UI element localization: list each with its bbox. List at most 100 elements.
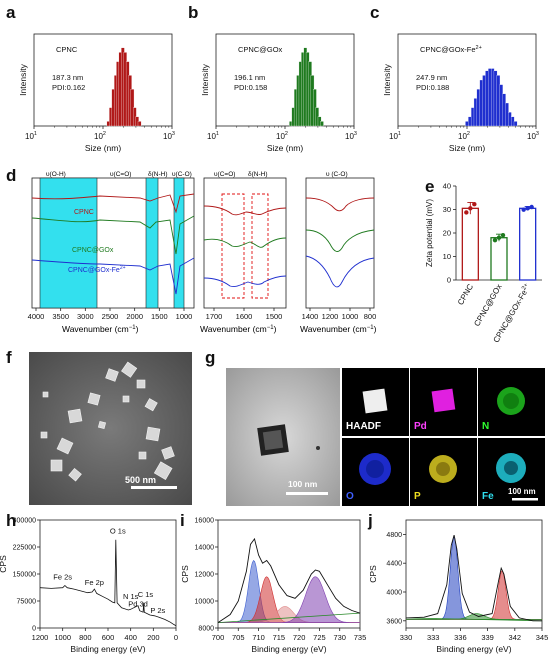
dls-c-xtick-label: 102 (458, 131, 470, 141)
zeta-point (521, 207, 526, 212)
dls-a-xtick-label: 101 (25, 131, 37, 141)
dls-c-annot-size: 247.9 nm (416, 73, 447, 82)
ftir-mid-gox (203, 237, 287, 248)
dls-c-ylabel: Intensity (382, 63, 392, 95)
dls-b-xtick-exp: 3 (354, 131, 357, 137)
xps-j-baseline (405, 617, 543, 622)
ftir-curve-cpnc-gox-fe (31, 257, 195, 295)
zeta-point (464, 210, 469, 215)
zeta-bar (461, 207, 479, 281)
panel-letter-g: g (205, 348, 216, 367)
ftir-right-gox (305, 229, 375, 252)
xps-h-xtick-label: 1000 (54, 633, 71, 642)
series-label-cpnc-gox-fe: CPNC@GOx-Fe2+ (68, 265, 126, 274)
series-label-cpnc-gox: CPNC@GOx (72, 247, 114, 254)
xps-h-peak-fe2p: Fe 2p (85, 578, 104, 587)
zeta-ytick-label: 20 (443, 229, 451, 238)
annot-mid-co: υ(C=O) (214, 171, 235, 178)
dls-b-ylabel: Intensity (200, 63, 210, 95)
xps-h-curve (39, 539, 177, 627)
xps-i-ytick-label: 16000 (195, 518, 215, 525)
ftir-left-frame (31, 177, 195, 309)
ftir-spectra: CPNC CPNC@GOx CPNC@GOx-Fe2+ υ(O-H) υ(C=O… (28, 171, 377, 334)
xps-h-ytick-label: 150000 (13, 572, 36, 579)
xps-i-xlabel: Binding energy (eV) (251, 644, 326, 654)
dls-b-annot-pdi: PDI:0.158 (234, 83, 267, 92)
xps-j-xtick-label: 336 (454, 633, 467, 642)
tem-image: 100 nm (226, 368, 340, 506)
dls-b-xtick-label: 103 (345, 131, 357, 141)
xps-i-xtick-label: 730 (333, 633, 346, 642)
ftir-right-tick-label: 1400 (302, 312, 319, 321)
xps-j-ytick-label: 4400 (386, 561, 402, 568)
dls-a-xtick-exp: 3 (172, 131, 175, 137)
xps-h-xlabel: Binding energy (eV) (70, 644, 145, 654)
xps-h-xtick-label: 400 (124, 633, 137, 642)
dls-b-xtick-exp: 2 (285, 131, 288, 137)
xps-h-peak-fe2s: Fe 2s (53, 572, 72, 581)
sem-particles (29, 352, 192, 505)
dls-c-bar (513, 121, 518, 127)
xps-j-frame (405, 519, 543, 629)
xps-i-xtick-label: 705 (232, 633, 245, 642)
ftir-curve-cpnc (31, 193, 195, 214)
xps-i-xtick-label: 715 (273, 633, 286, 642)
panel-letter-e: e (425, 177, 435, 196)
ftir-mid-tick-label: 1500 (266, 312, 283, 321)
ftir-right-fe (305, 255, 375, 288)
dls-a-xlabel: Size (nm) (85, 143, 122, 153)
xps-i-baseline (217, 612, 361, 623)
xps-j-ylabel: CPS (368, 565, 378, 583)
dls-a-xtick-exp: 1 (34, 131, 37, 137)
zeta-ytick-label: 30 (443, 205, 451, 214)
map-pd: Pd (410, 368, 477, 436)
panel-letter-d: d (6, 166, 17, 185)
xps-i-xtick-label: 700 (212, 633, 225, 642)
map-haadf: HAADF (342, 368, 409, 436)
xps-i-xtick-label: 710 (252, 633, 265, 642)
xps-j-xtick-label: 330 (400, 633, 413, 642)
series-label-cpnc: CPNC (74, 209, 94, 216)
map-p: P (410, 438, 477, 506)
map-scale-label: 100 nm (508, 487, 536, 496)
dls-c-xlabel: Size (nm) (449, 143, 486, 153)
map-scale-bar (512, 498, 538, 501)
xps-h-peak-o1s: O 1s (110, 527, 126, 536)
ftir-left-tick-label: 2000 (126, 312, 143, 321)
xps-h-ytick-label: 300000 (13, 518, 36, 525)
xps-h-xtick-label: 800 (79, 633, 92, 642)
zeta-category-label: CPNC@GOx (472, 283, 503, 328)
xps-survey-chart: 0 75000 150000 225000 300000 1200 1000 800 600 40… (0, 518, 178, 655)
xps-i-xtick-label: 725 (313, 633, 326, 642)
xps-j-xlabel: Binding energy (eV) (436, 644, 511, 654)
dls-c-bar (502, 93, 506, 127)
ftir-curve-cpnc-gox (31, 215, 195, 255)
dls-c-xtick-exp: 3 (536, 131, 539, 137)
zeta-point (472, 202, 477, 207)
xps-j-ytick-label: 4800 (386, 532, 402, 539)
zeta-point (492, 237, 498, 243)
dls-c-title: CPNC@GOx-Fe2+ (420, 45, 482, 54)
xps-j-ytick-label: 3600 (386, 618, 402, 625)
xps-j-xtick-label: 333 (427, 633, 440, 642)
ftir-right-tick-label: 1000 (342, 312, 359, 321)
xps-j-curve (405, 534, 542, 622)
zeta-potential-chart: 0 10 20 30 40 Zeta potential (mV) CPNCCPNC@GOx… (425, 182, 542, 344)
xps-i-ytick-label: 8000 (198, 626, 214, 633)
band-oh (39, 177, 98, 309)
dash-box-co (221, 193, 245, 299)
dls-a-annot-pdi: PDI:0.162 (52, 83, 85, 92)
sem-image: 500 nm (29, 352, 192, 505)
dls-b-bar (320, 121, 324, 127)
dls-chart-cpnc-gox: 101 102 103 Size (nm) Intensity CPNC@GOx 196.1… (200, 33, 357, 153)
dls-b-xtick-exp: 1 (216, 131, 219, 137)
xps-h-peak-n1s: N 1s (123, 592, 139, 601)
zeta-point (500, 233, 506, 238)
ftir-left-tick-label: 3000 (77, 312, 94, 321)
zeta-point (525, 206, 530, 211)
xps-h-peak-c1s: C 1s (138, 590, 154, 599)
dls-b-xtick-label: 102 (276, 131, 288, 141)
panel-letter-f: f (6, 348, 12, 367)
xps-h-xtick-label: 1200 (32, 633, 49, 642)
ftir-mid-frame (203, 177, 287, 309)
